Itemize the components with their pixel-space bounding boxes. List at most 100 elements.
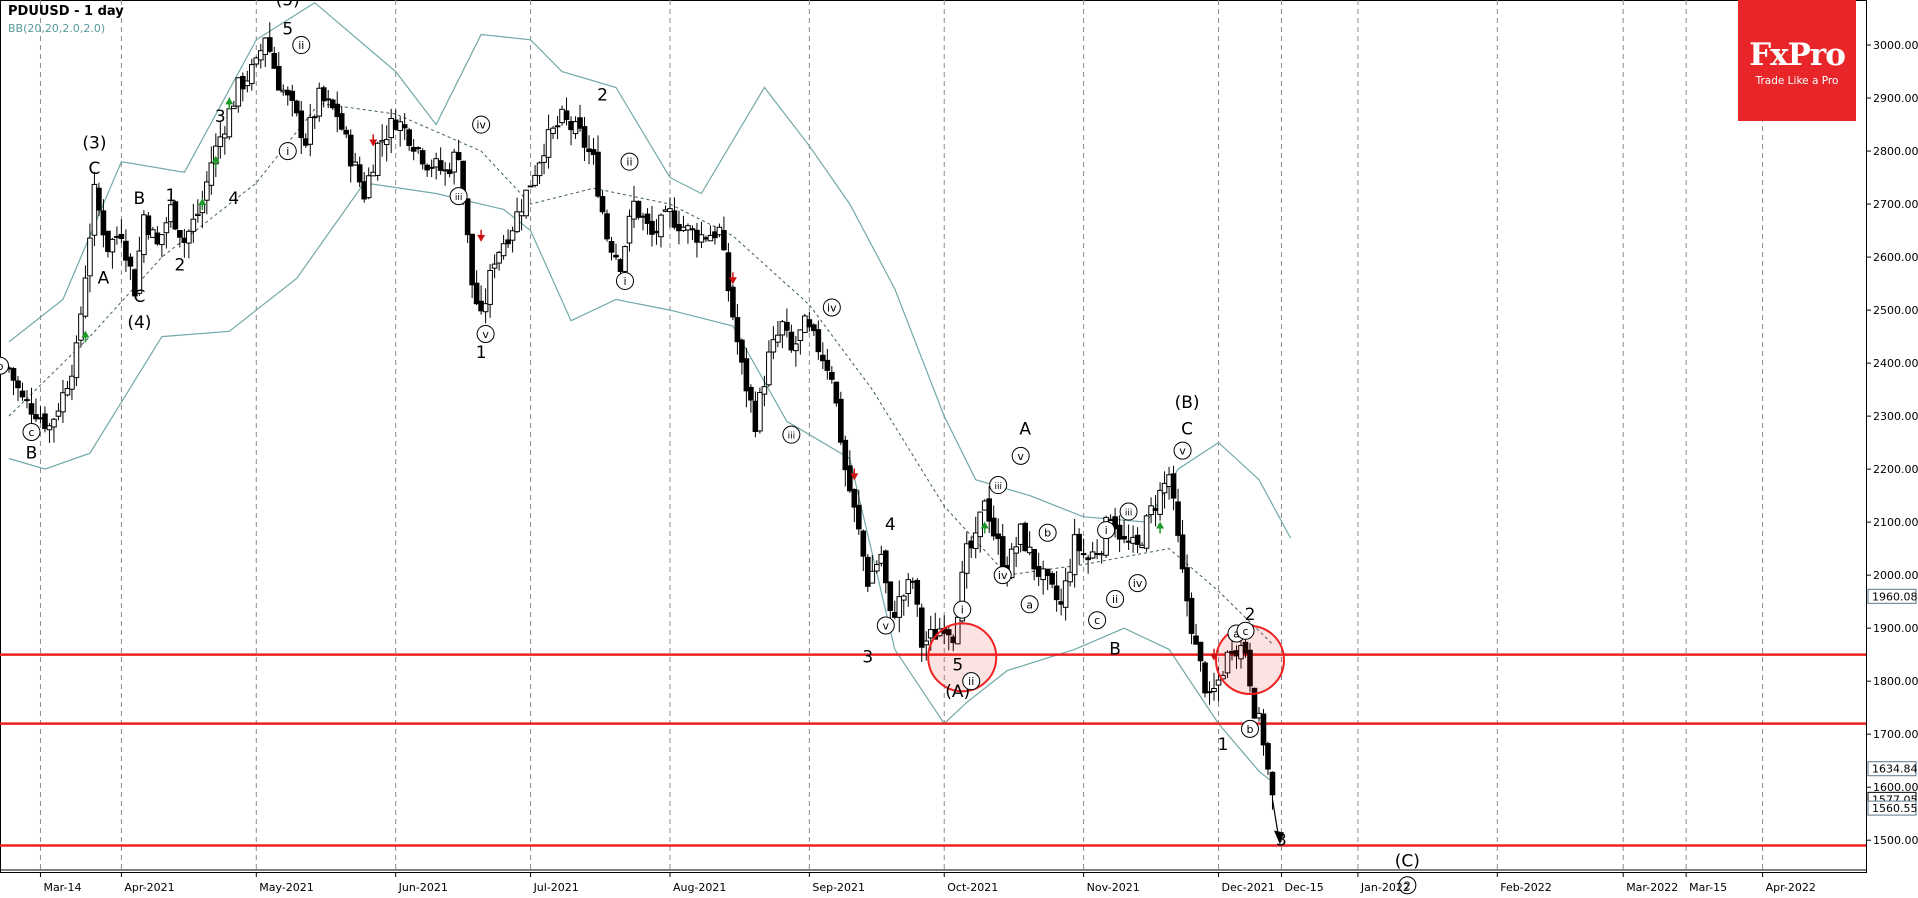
candle-body-bull: [1062, 580, 1069, 608]
circled-label-ring: [620, 152, 639, 171]
candlestick-series: [6, 22, 1276, 810]
circled-label-ring: [1398, 876, 1417, 895]
candle-body-bull: [150, 229, 156, 238]
circled-label-ring: [782, 425, 801, 444]
wave-label: 1: [165, 186, 176, 206]
candle-body-bull: [91, 183, 98, 236]
candle-body-bull: [802, 315, 808, 333]
candle-body-bear: [1053, 585, 1060, 601]
candle-body-bear: [712, 231, 718, 239]
candle-body-bear: [406, 129, 412, 146]
candle-body-bull: [46, 425, 53, 431]
bollinger-bands: [8, 1, 1292, 783]
candle-body-bull: [626, 215, 633, 244]
candle-body-bear: [428, 166, 435, 169]
candle-body-bear: [1175, 501, 1181, 536]
circled-label-text: iv: [827, 301, 837, 314]
candle-body-bear: [671, 210, 678, 228]
circled-label-text: c: [28, 426, 34, 439]
candle-body-bear: [649, 220, 655, 235]
candle-body-bull: [1157, 489, 1163, 515]
candle-body-bull: [82, 277, 89, 317]
candle-body-bear: [1022, 522, 1028, 552]
candle-body-bear: [563, 110, 570, 121]
candle-body-bear: [1031, 548, 1037, 570]
wave-label: (C): [1395, 852, 1420, 872]
circled-label-ring: [1236, 621, 1255, 640]
candle-body-bear: [1188, 597, 1195, 634]
candle-body-bear: [752, 400, 759, 432]
candle-body-bear: [914, 579, 921, 605]
candle-body-bear: [325, 98, 332, 101]
circled-label-text: i: [1105, 524, 1108, 537]
candle-body-bear: [891, 611, 898, 618]
candle-body-bull: [1130, 536, 1136, 544]
candle-body-bull: [532, 174, 538, 186]
candle-body-bear: [410, 146, 417, 152]
candle-body-bull: [190, 218, 197, 232]
candle-body-bull: [680, 226, 687, 231]
candle-body-bear: [105, 230, 111, 252]
candle-body-bear: [415, 147, 421, 150]
candle-body-bull: [69, 375, 75, 390]
price-axis-label: 1500.00: [1873, 834, 1918, 847]
candle-body-bear: [1116, 524, 1123, 540]
candle-body-bull: [766, 351, 772, 386]
price-tag-label: 1560.55: [1872, 802, 1918, 815]
time-axis-label: Aug-2021: [673, 881, 726, 894]
candle-body-bull: [554, 125, 561, 128]
candle-body-bear: [1112, 516, 1118, 530]
circled-label-text: b: [1247, 723, 1254, 736]
circled-label-text: i: [961, 604, 964, 617]
candle-body-bull: [541, 155, 547, 163]
candle-body-bear: [446, 169, 453, 175]
candle-body-bear: [676, 223, 682, 232]
candle-body-bear: [784, 321, 790, 331]
candle-body-bull: [869, 570, 876, 584]
candle-body-bear: [478, 300, 484, 312]
candle-body-bull: [658, 214, 664, 238]
candle-body-bear: [1184, 567, 1190, 602]
circled-label-ring: [993, 566, 1012, 585]
circled-label-text: i: [623, 275, 626, 288]
candle-body-bear: [469, 233, 475, 286]
circled-label-ring: [1038, 523, 1057, 542]
candle-body-bear: [721, 230, 727, 251]
candle-body-bear: [1260, 713, 1267, 746]
candle-body-bear: [401, 124, 408, 129]
wave-label: 3: [215, 107, 226, 127]
candle-body-bull: [959, 571, 966, 622]
candle-body-bull: [631, 200, 637, 220]
circled-label-text: iii: [1125, 509, 1133, 519]
candle-body-bear: [617, 259, 624, 273]
candle-body-bear: [595, 151, 601, 197]
candle-body-bull: [1013, 546, 1019, 554]
candle-body-bull: [370, 171, 376, 177]
candle-body-bull: [523, 189, 529, 217]
wave-label: 2: [174, 255, 185, 275]
candle-body-bear: [860, 530, 867, 557]
time-axis-label: Jun-2021: [398, 881, 448, 894]
candle-body-bear: [284, 89, 291, 96]
wave-label: 1: [476, 343, 487, 363]
candle-body-bull: [757, 392, 763, 432]
wave-label: C: [88, 159, 100, 179]
circled-label-ring: [876, 616, 895, 635]
candle-body-bear: [577, 117, 583, 129]
candle-body-bear: [815, 329, 822, 353]
candle-body-bull: [231, 105, 237, 110]
candle-body-bull: [204, 181, 210, 201]
wave-label: (5): [276, 0, 300, 10]
candle-body-bull: [226, 108, 233, 138]
logo-tagline: Trade Like a Pro: [1755, 75, 1839, 87]
candle-body-bear: [100, 210, 107, 236]
wave-label: C: [1181, 420, 1193, 440]
circled-label-ring: [1240, 719, 1259, 738]
candle-body-bull: [779, 321, 786, 336]
time-axis-label: Oct-2021: [947, 881, 998, 894]
candle-body-bull: [1017, 523, 1024, 545]
candle-body-bear: [437, 160, 444, 171]
candle-body-bear: [118, 233, 125, 240]
wave-label: 1: [1218, 735, 1229, 755]
